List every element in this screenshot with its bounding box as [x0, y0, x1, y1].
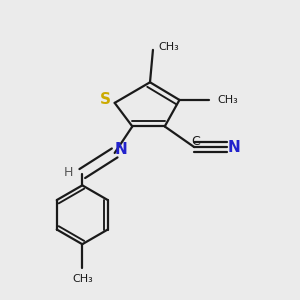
Text: CH₃: CH₃ [72, 274, 93, 284]
Text: C: C [191, 135, 200, 148]
Text: CH₃: CH₃ [159, 42, 180, 52]
Text: CH₃: CH₃ [218, 95, 238, 105]
Text: N: N [114, 142, 127, 158]
Text: H: H [64, 166, 74, 178]
Text: S: S [100, 92, 111, 107]
Text: N: N [227, 140, 240, 154]
